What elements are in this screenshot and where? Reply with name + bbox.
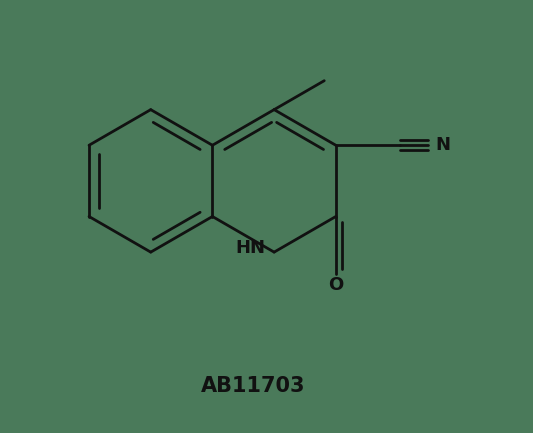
- Text: O: O: [328, 276, 343, 294]
- Text: N: N: [435, 136, 450, 154]
- Text: HN: HN: [235, 239, 265, 257]
- Text: AB11703: AB11703: [200, 376, 305, 396]
